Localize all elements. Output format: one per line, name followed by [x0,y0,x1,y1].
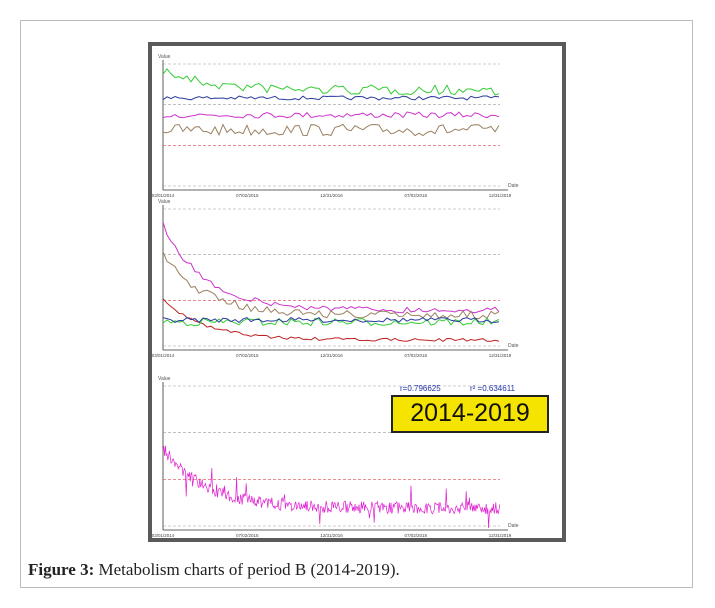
x-tick-label: 03/01/2014 [152,533,175,538]
x-tick-label: 07/02/2018 [404,353,427,358]
trace [162,123,500,137]
trace [162,95,500,101]
trace [162,445,501,529]
caption-label: Figure 3: [28,560,95,579]
y-axis-label: Value [158,199,171,205]
caption: Figure 3: Metabolism charts of period B … [28,560,400,580]
y-axis-label: Value [158,54,171,60]
trace [162,298,500,343]
x-tick-label: 07/02/2018 [404,533,427,538]
x-axis-label: Date [508,183,519,189]
x-tick-label: 12/31/2016 [320,533,343,538]
image-bg [152,46,562,538]
x-axis-label: Date [508,523,519,529]
x-tick-label: 03/01/2014 [152,353,175,358]
y-axis-label: Value [158,376,171,382]
x-tick-label: 03/01/2014 [152,193,175,198]
stat: r=0.796625 [400,384,441,393]
x-tick-label: 07/02/2018 [404,193,427,198]
x-axis-label: Date [508,343,519,349]
trace [162,251,500,320]
x-tick-label: 12/31/2019 [489,193,512,198]
trace [162,316,500,324]
trace [162,317,500,327]
x-tick-label: 07/02/2015 [236,353,259,358]
x-tick-label: 12/31/2019 [489,353,512,358]
annotation: 2014-2019 [410,399,530,427]
stat: r² =0.634611 [470,384,516,393]
figure-frame [20,20,693,588]
annotation-box [391,395,549,433]
x-tick-label: 12/31/2019 [489,533,512,538]
x-tick-label: 07/02/2015 [236,533,259,538]
trace [162,68,500,96]
trace [162,111,500,119]
caption-text: Metabolism charts of period B (2014-2019… [98,560,400,579]
x-tick-label: 12/31/2016 [320,353,343,358]
x-tick-label: 12/31/2016 [320,193,343,198]
x-tick-label: 07/02/2015 [236,193,259,198]
